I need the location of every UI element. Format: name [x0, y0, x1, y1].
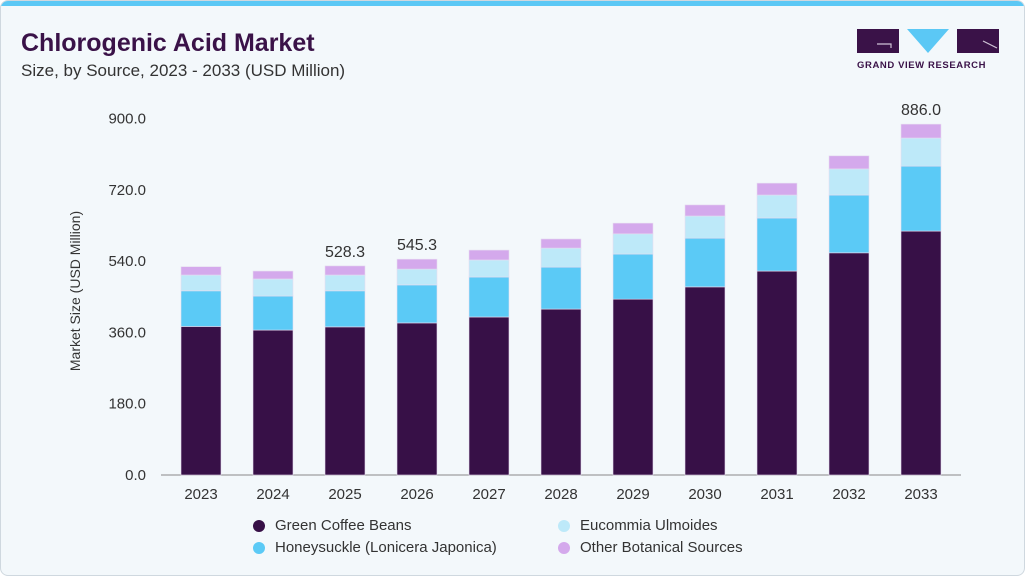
bar-segment-eucommia-ulmoides — [684, 215, 726, 239]
y-tick-label: 900.0 — [108, 111, 146, 128]
bar-segment-green-coffee-beans — [396, 322, 438, 476]
legend-item-honeysuckle: Honeysuckle (Lonicera Japonica) — [253, 539, 497, 556]
bar-segment-eucommia-ulmoides — [468, 259, 510, 278]
chart-title: Chlorogenic Acid Market — [21, 29, 315, 57]
bar-segment-green-coffee-beans — [324, 326, 366, 476]
x-tick-label: 2027 — [472, 486, 505, 503]
x-tick-label: 2023 — [184, 486, 217, 503]
y-tick-label: 0.0 — [125, 467, 146, 484]
x-tick-label: 2026 — [400, 486, 433, 503]
bar-segment-eucommia-ulmoides — [828, 168, 870, 196]
legend-label: Eucommia Ulmoides — [580, 517, 718, 534]
bar-segment-honeysuckle-lonicera-japonica — [900, 165, 942, 232]
legend-label: Other Botanical Sources — [580, 539, 743, 556]
bar-segment-honeysuckle-lonicera-japonica — [684, 237, 726, 288]
bar-segment-honeysuckle-lonicera-japonica — [612, 253, 654, 300]
x-tick-label: 2033 — [904, 486, 937, 503]
top-accent-stripe — [1, 1, 1024, 6]
bar-segment-eucommia-ulmoides — [612, 233, 654, 255]
logo-text: GRAND VIEW RESEARCH — [857, 60, 987, 71]
legend-label: Green Coffee Beans — [275, 517, 412, 534]
x-tick-label: 2025 — [328, 486, 361, 503]
bar-segment-honeysuckle-lonicera-japonica — [252, 295, 294, 331]
bar-segment-green-coffee-beans — [252, 329, 294, 476]
legend-item-other: Other Botanical Sources — [558, 539, 743, 556]
y-tick-label: 360.0 — [108, 324, 146, 341]
bar-segment-green-coffee-beans — [684, 286, 726, 476]
legend-marker — [558, 519, 570, 532]
x-tick-label: 2029 — [616, 486, 649, 503]
bar-segment-other-botanical-sources — [540, 238, 582, 249]
bar-segment-eucommia-ulmoides — [756, 194, 798, 219]
x-tick-label: 2024 — [256, 486, 289, 503]
bar-segment-honeysuckle-lonicera-japonica — [324, 290, 366, 328]
bar-segment-honeysuckle-lonicera-japonica — [540, 266, 582, 310]
bar-segment-honeysuckle-lonicera-japonica — [828, 194, 870, 254]
bar-segment-other-botanical-sources — [180, 266, 222, 276]
legend-marker — [253, 541, 265, 554]
bar-segment-green-coffee-beans — [828, 252, 870, 476]
legend-label: Honeysuckle (Lonicera Japonica) — [275, 539, 497, 556]
bar-segment-honeysuckle-lonicera-japonica — [180, 290, 222, 327]
bar-segment-eucommia-ulmoides — [324, 274, 366, 292]
legend-item-green-coffee: Green Coffee Beans — [253, 517, 411, 534]
grand-view-research-logo — [857, 29, 999, 53]
x-tick-label: 2028 — [544, 486, 577, 503]
legend-marker — [253, 519, 265, 532]
bar-segment-honeysuckle-lonicera-japonica — [756, 217, 798, 272]
bar-segment-other-botanical-sources — [324, 265, 366, 276]
bar-segment-green-coffee-beans — [540, 308, 582, 476]
bar-segment-eucommia-ulmoides — [252, 278, 294, 297]
bar-segment-honeysuckle-lonicera-japonica — [468, 276, 510, 318]
bar-segment-eucommia-ulmoides — [396, 268, 438, 286]
x-tick-label: 2032 — [832, 486, 865, 503]
bar-segment-green-coffee-beans — [756, 270, 798, 476]
bar-segment-green-coffee-beans — [900, 230, 942, 476]
bar-segment-other-botanical-sources — [468, 249, 510, 261]
bar-segment-eucommia-ulmoides — [900, 137, 942, 167]
y-tick-label: 540.0 — [108, 253, 146, 270]
bar-segment-eucommia-ulmoides — [180, 274, 222, 292]
bar-segment-other-botanical-sources — [828, 155, 870, 170]
legend-marker — [558, 541, 570, 554]
bar-segment-other-botanical-sources — [756, 182, 798, 196]
bar-segment-other-botanical-sources — [612, 222, 654, 235]
data-label: 545.3 — [397, 237, 437, 254]
bar-segment-honeysuckle-lonicera-japonica — [396, 284, 438, 324]
x-tick-label: 2030 — [688, 486, 721, 503]
data-label: 528.3 — [325, 244, 365, 261]
bar-segment-other-botanical-sources — [684, 204, 726, 217]
bar-segment-green-coffee-beans — [468, 316, 510, 476]
bar-segment-green-coffee-beans — [180, 326, 222, 476]
y-tick-label: 720.0 — [108, 182, 146, 199]
data-label: 886.0 — [901, 102, 941, 119]
bar-segment-other-botanical-sources — [252, 270, 294, 280]
bar-segment-eucommia-ulmoides — [540, 247, 582, 268]
y-tick-label: 180.0 — [108, 396, 146, 413]
bar-segment-other-botanical-sources — [396, 258, 438, 270]
y-axis-title: Market Size (USD Million) — [67, 211, 83, 371]
x-tick-label: 2031 — [760, 486, 793, 503]
legend-item-eucommia: Eucommia Ulmoides — [558, 517, 718, 534]
chart-subtitle: Size, by Source, 2023 - 2033 (USD Millio… — [21, 61, 346, 80]
bar-segment-other-botanical-sources — [900, 123, 942, 139]
bar-segment-green-coffee-beans — [612, 298, 654, 476]
